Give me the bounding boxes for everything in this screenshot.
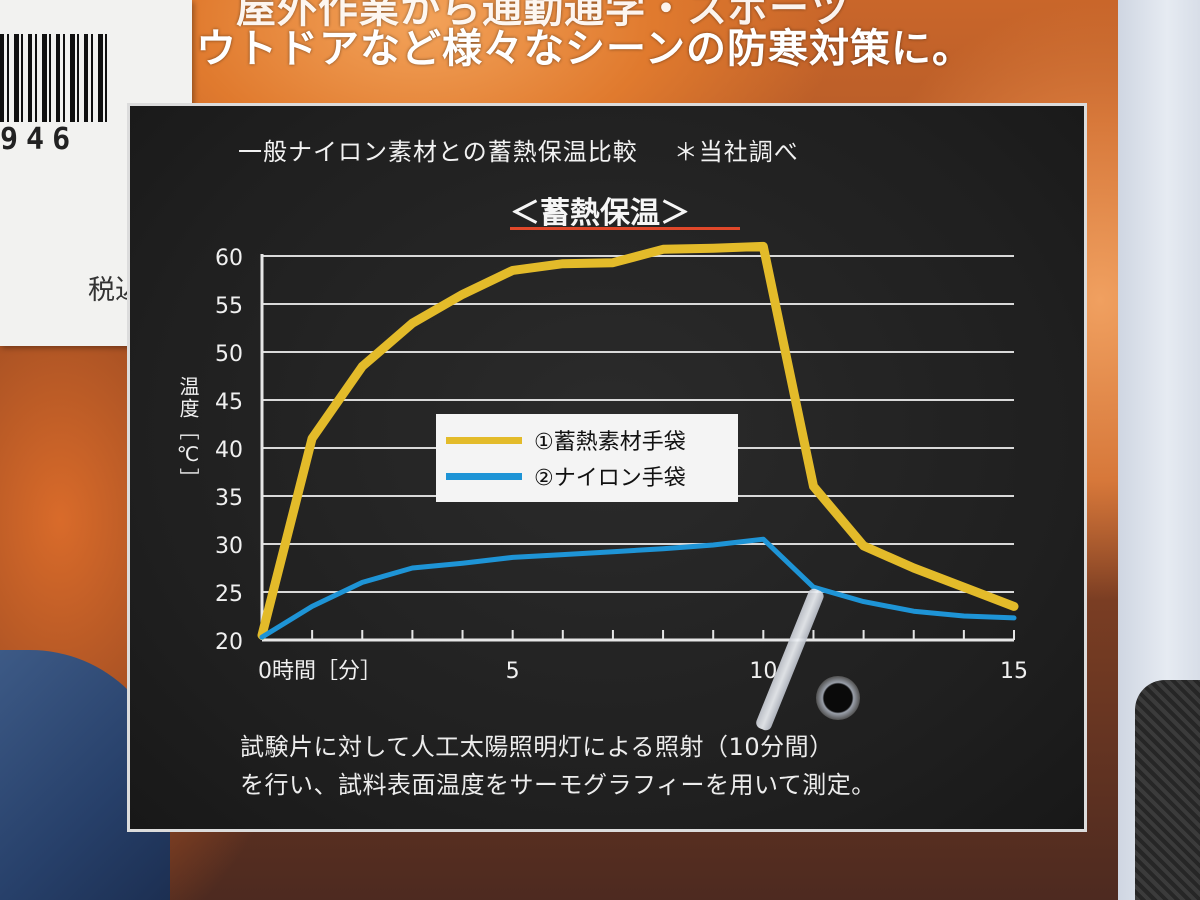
- banner-line-2: ウトドアなど様々なシーンの防寒対策に。: [196, 26, 973, 72]
- data-point-series-1-9: [710, 245, 717, 252]
- data-point-series-2-6: [560, 552, 565, 557]
- data-point-series-1-11: [810, 483, 817, 490]
- series-line-1: [257, 241, 1019, 640]
- legend-label-series-2: ②ナイロン手袋: [534, 466, 686, 491]
- footnote-line-1: 試験片に対して人工太陽照明灯による照射（10分間）: [240, 733, 834, 761]
- data-point-series-1-13: [910, 565, 917, 571]
- data-point-series-2-0: [260, 635, 264, 640]
- data-point-series-2-9: [711, 542, 716, 547]
- series-line-2: [259, 536, 1017, 640]
- data-point-series-2-12: [861, 599, 866, 604]
- chart-footnote: 試験片に対して人工太陽照明灯による照射（10分間） を行い、試料表面温度をサーモ…: [240, 728, 876, 804]
- y-tick-label-25: 25: [215, 582, 243, 607]
- data-point-series-2-8: [661, 546, 666, 551]
- data-point-series-1-15: [1011, 603, 1017, 610]
- y-tick-label-60: 60: [215, 246, 243, 271]
- barcode: [0, 34, 112, 122]
- legend-label-series-1: ①蓄熱素材手袋: [534, 430, 686, 455]
- barcode-digits: 946: [0, 122, 79, 157]
- data-point-series-2-4: [460, 561, 465, 566]
- footnote-line-2: を行い、試料表面温度をサーモグラフィーを用いて測定。: [240, 771, 876, 799]
- y-axis-label: 温度［℃］: [176, 376, 200, 490]
- chart-legend: ①蓄熱素材手袋 ②ナイロン手袋: [436, 414, 738, 502]
- panel-header-note: ＊当社調べ: [673, 138, 799, 166]
- data-point-series-1-10: [760, 243, 767, 250]
- chart-series: [257, 241, 1019, 640]
- y-tick-label-30: 30: [215, 534, 243, 559]
- banner-line-1: 屋外作業から通勤通学・スポーツ: [236, 0, 851, 32]
- panel-header: 一般ナイロン素材との蓄熱保温比較 ＊当社調べ: [238, 132, 799, 167]
- data-point-series-2-3: [410, 566, 415, 570]
- y-tick-label-50: 50: [215, 342, 243, 367]
- data-point-series-2-2: [360, 580, 365, 585]
- data-point-series-2-15: [1012, 615, 1016, 620]
- data-point-series-2-7: [610, 549, 615, 554]
- data-point-series-2-14: [961, 614, 966, 618]
- data-point-series-1-4: [459, 291, 466, 298]
- data-point-series-1-14: [960, 584, 967, 591]
- y-tick-label-40: 40: [215, 438, 243, 463]
- legend-item-series-1: ①蓄熱素材手袋: [446, 424, 686, 456]
- x-tick-label-0: 0時間［分］: [258, 659, 382, 684]
- data-point-series-1-3: [409, 320, 416, 327]
- legend-swatch-series-1: [446, 436, 522, 444]
- data-point-series-1-6: [559, 260, 566, 267]
- data-point-series-1-5: [509, 267, 516, 274]
- data-point-series-1-8: [660, 246, 667, 253]
- data-point-series-1-2: [359, 363, 366, 370]
- subtitle-underline: [510, 227, 740, 230]
- panel-header-title: 一般ナイロン素材との蓄熱保温比較: [238, 138, 638, 166]
- legend-item-series-2: ②ナイロン手袋: [446, 460, 686, 492]
- x-tick-label-5: 5: [506, 659, 520, 684]
- y-tick-label-35: 35: [215, 486, 243, 511]
- data-point-series-1-7: [609, 259, 616, 266]
- data-point-series-1-12: [860, 542, 867, 549]
- data-point-series-2-1: [310, 604, 315, 609]
- legend-swatch-series-2: [446, 472, 522, 480]
- hanger-hole: [816, 676, 860, 720]
- data-point-series-2-5: [510, 555, 515, 560]
- x-tick-label-15: 15: [1000, 659, 1028, 684]
- y-tick-label-20: 20: [215, 630, 243, 655]
- data-point-series-1-1: [309, 435, 316, 442]
- chart-subtitle: ＜蓄熱保温＞: [510, 196, 690, 231]
- y-tick-label-55: 55: [215, 294, 243, 319]
- chart-gridlines: [262, 255, 1014, 593]
- data-point-series-2-13: [911, 609, 916, 614]
- data-point-series-2-10: [761, 537, 766, 542]
- background-knit-glove: [1135, 680, 1200, 900]
- y-tick-label-45: 45: [215, 390, 243, 415]
